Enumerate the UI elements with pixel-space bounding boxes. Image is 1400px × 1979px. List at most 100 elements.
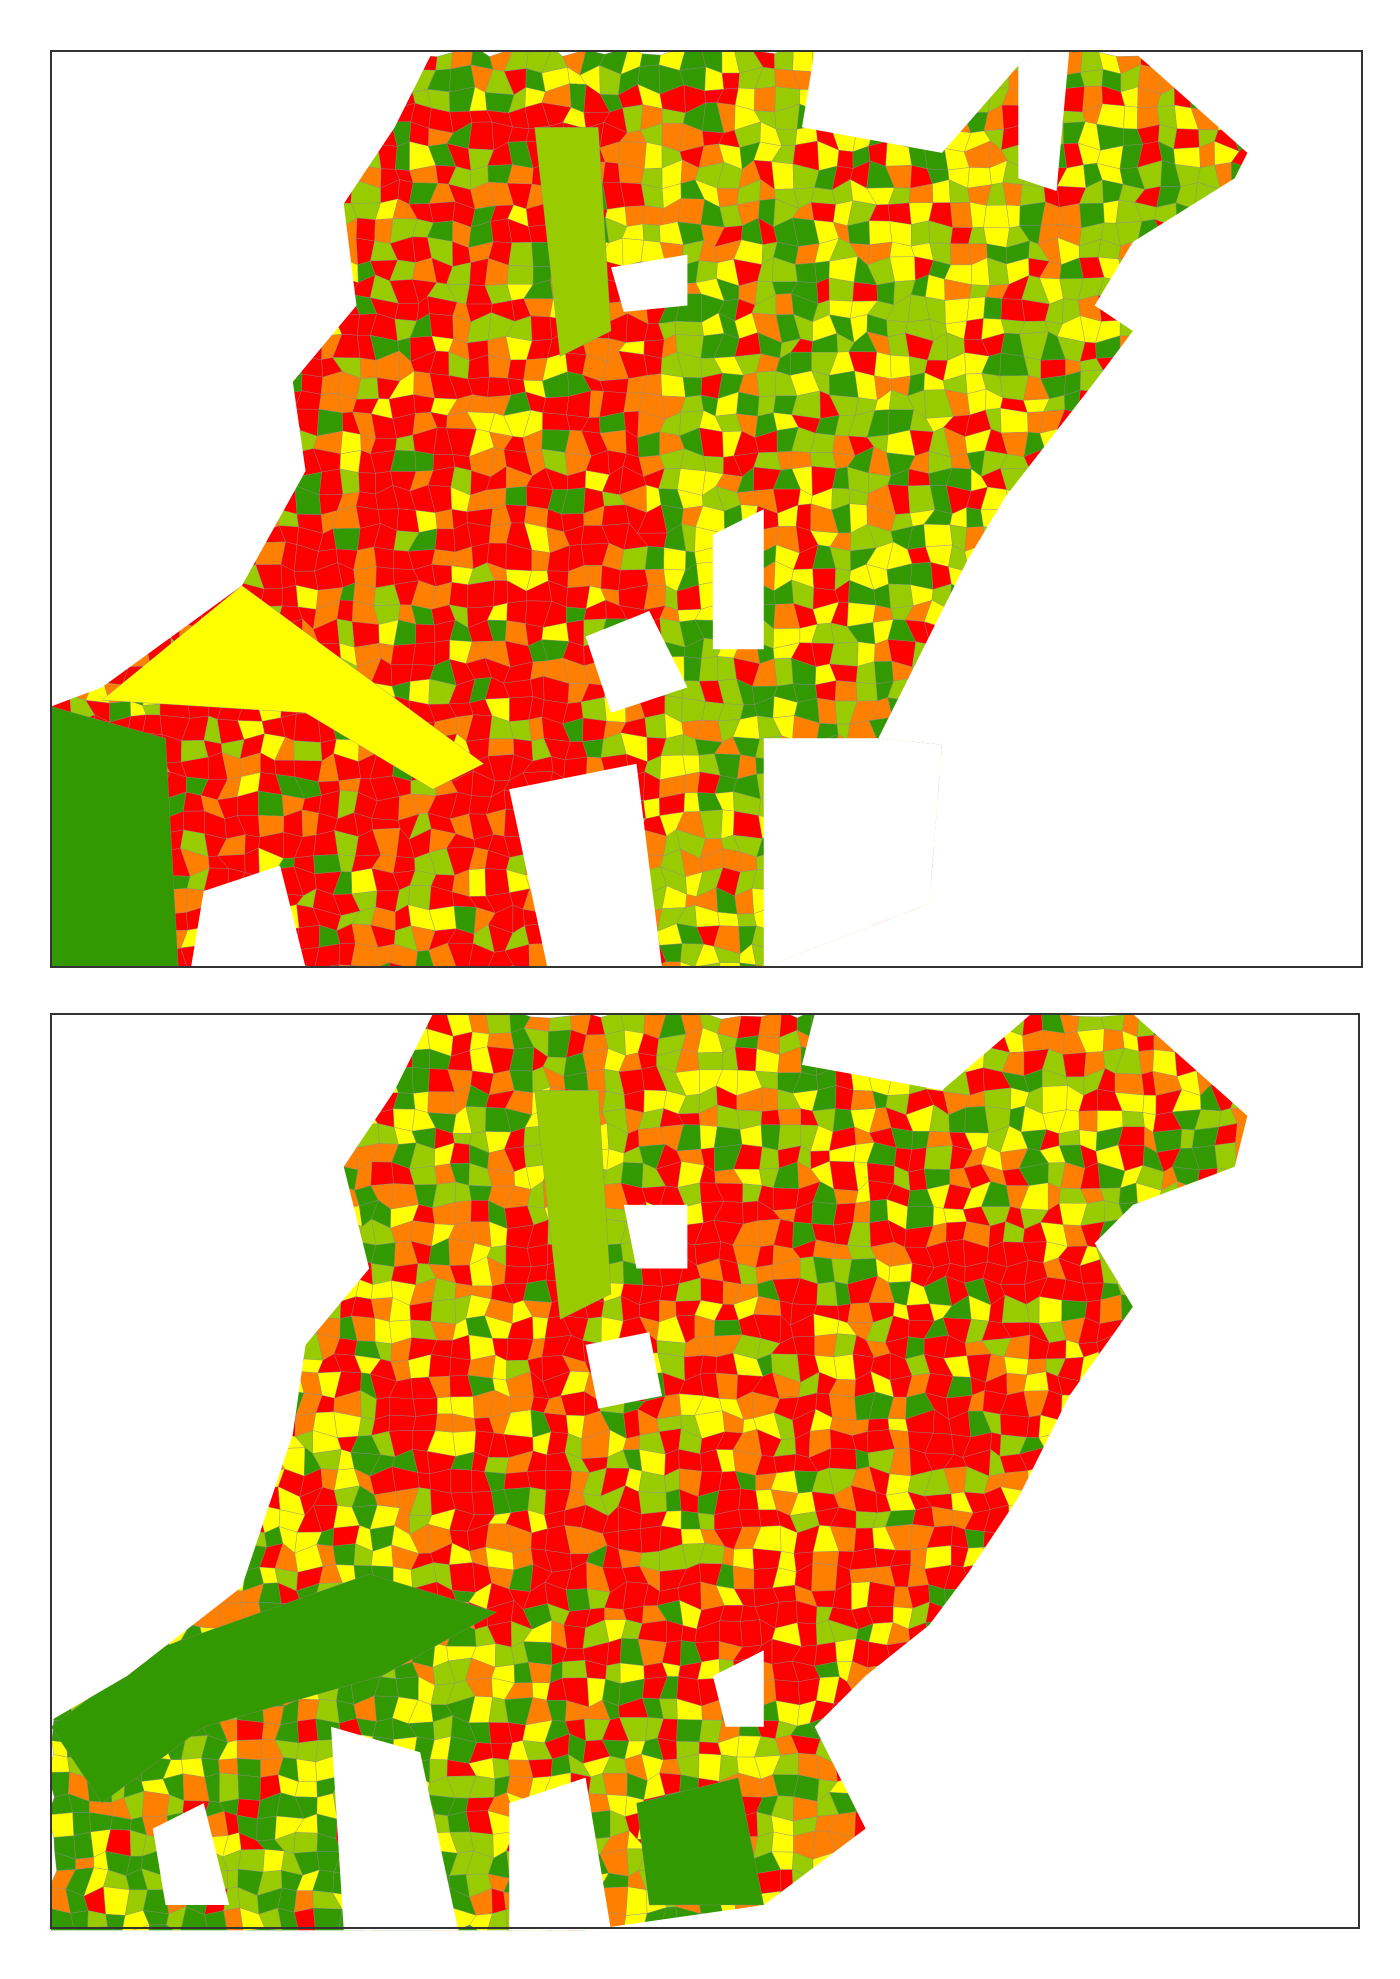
district bbox=[1251, 1028, 1276, 1057]
district bbox=[1044, 732, 1067, 764]
district bbox=[65, 1162, 92, 1191]
district bbox=[1276, 1163, 1294, 1187]
district bbox=[124, 448, 148, 472]
district bbox=[1365, 315, 1389, 342]
district bbox=[1307, 1333, 1336, 1359]
district bbox=[124, 604, 153, 630]
district bbox=[565, 967, 589, 968]
district bbox=[949, 961, 967, 968]
district bbox=[185, 1219, 207, 1241]
district bbox=[427, 1091, 457, 1115]
district bbox=[850, 1028, 874, 1059]
district bbox=[185, 1239, 209, 1261]
district bbox=[51, 85, 69, 111]
district bbox=[1026, 583, 1050, 601]
district bbox=[581, 966, 605, 968]
district bbox=[143, 165, 166, 188]
district bbox=[1344, 830, 1368, 853]
district bbox=[434, 528, 456, 553]
district bbox=[1193, 1301, 1212, 1325]
district bbox=[1099, 1294, 1122, 1324]
district bbox=[1156, 1392, 1183, 1416]
district bbox=[1098, 1351, 1121, 1381]
district bbox=[182, 581, 208, 605]
district bbox=[983, 656, 1010, 682]
district bbox=[449, 1356, 472, 1377]
district bbox=[697, 1052, 724, 1071]
district bbox=[164, 1239, 187, 1261]
district bbox=[1137, 1202, 1158, 1227]
district bbox=[1255, 661, 1274, 684]
district bbox=[218, 1278, 242, 1303]
district bbox=[1021, 923, 1048, 950]
district bbox=[949, 583, 967, 610]
district bbox=[72, 408, 94, 436]
district bbox=[1102, 1372, 1121, 1395]
district bbox=[332, 87, 360, 114]
district bbox=[102, 488, 123, 513]
district bbox=[1251, 393, 1277, 419]
district bbox=[93, 353, 114, 382]
district bbox=[239, 437, 261, 457]
district bbox=[274, 1166, 296, 1186]
district bbox=[83, 1090, 113, 1115]
district bbox=[388, 1050, 413, 1068]
district bbox=[1154, 867, 1183, 897]
district bbox=[257, 323, 279, 341]
district bbox=[66, 1279, 92, 1305]
district bbox=[1364, 775, 1389, 800]
district bbox=[1218, 524, 1240, 553]
district bbox=[86, 623, 106, 643]
district bbox=[184, 1314, 204, 1340]
district bbox=[340, 163, 353, 184]
district bbox=[1291, 240, 1315, 262]
district bbox=[89, 1125, 112, 1153]
district bbox=[1273, 657, 1296, 683]
district bbox=[1213, 456, 1233, 476]
district bbox=[1309, 896, 1334, 909]
district bbox=[161, 505, 181, 534]
district bbox=[237, 85, 261, 112]
district bbox=[371, 93, 396, 109]
district bbox=[1344, 887, 1368, 910]
district bbox=[1061, 618, 1087, 648]
district bbox=[340, 1125, 357, 1149]
district bbox=[1325, 1393, 1347, 1417]
district bbox=[1369, 562, 1392, 591]
district bbox=[944, 65, 973, 90]
district bbox=[257, 1353, 281, 1382]
district bbox=[1344, 1321, 1366, 1343]
district bbox=[1251, 606, 1272, 623]
district bbox=[1210, 1244, 1239, 1261]
district bbox=[72, 391, 94, 420]
district bbox=[1156, 754, 1182, 781]
land bbox=[51, 51, 1392, 968]
district bbox=[179, 1355, 208, 1379]
district bbox=[277, 160, 305, 186]
district bbox=[813, 71, 836, 92]
district bbox=[296, 226, 324, 247]
district bbox=[1249, 299, 1278, 324]
district bbox=[162, 1392, 189, 1418]
district bbox=[1059, 487, 1087, 514]
district bbox=[65, 336, 94, 359]
district bbox=[534, 127, 612, 357]
district bbox=[1196, 317, 1214, 341]
district bbox=[948, 696, 970, 723]
district bbox=[181, 1067, 203, 1095]
district bbox=[984, 759, 1012, 781]
district bbox=[852, 281, 878, 302]
district bbox=[468, 1185, 493, 1201]
district bbox=[1231, 1280, 1248, 1303]
district bbox=[942, 106, 972, 134]
district bbox=[294, 104, 324, 133]
district bbox=[964, 942, 993, 968]
district bbox=[1064, 659, 1080, 680]
district bbox=[103, 1390, 130, 1421]
district bbox=[1118, 1332, 1137, 1362]
district bbox=[504, 944, 530, 968]
district bbox=[332, 72, 360, 92]
district bbox=[144, 1226, 166, 1248]
district bbox=[1176, 831, 1196, 848]
district bbox=[312, 1030, 336, 1052]
